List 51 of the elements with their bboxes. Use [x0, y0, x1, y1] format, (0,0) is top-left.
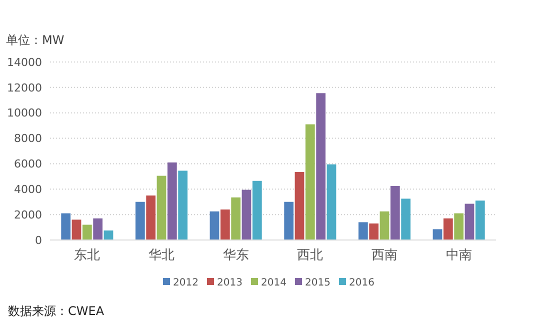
bar [156, 176, 166, 240]
bar [252, 180, 262, 240]
y-tick-label: 14000 [7, 56, 42, 69]
x-tick-label: 中南 [446, 248, 472, 263]
bar [93, 218, 103, 240]
bar [178, 170, 188, 240]
bar [231, 197, 241, 240]
bar [326, 164, 336, 240]
source-note: 数据来源：CWEA [8, 304, 105, 318]
bar [284, 202, 294, 240]
x-tick-label: 华北 [148, 248, 174, 263]
bar [316, 93, 326, 240]
bar [464, 204, 474, 240]
bar [72, 220, 82, 240]
bar [454, 213, 464, 240]
bar [380, 211, 390, 240]
bar [401, 198, 411, 240]
bar [146, 196, 156, 240]
bar [358, 222, 368, 240]
legend-label: 2013 [217, 278, 242, 288]
bar [294, 172, 304, 240]
bar [432, 229, 442, 240]
bar [135, 202, 145, 240]
y-tick-label: 8000 [14, 132, 42, 146]
y-axis-title: 单位：MW [6, 33, 64, 47]
y-tick-label: 0 [35, 234, 42, 247]
y-tick-label: 2000 [14, 208, 42, 222]
y-tick-label: 6000 [14, 158, 42, 171]
legend-label: 2016 [349, 278, 374, 288]
legend-label: 2014 [261, 278, 286, 288]
legend-label: 2012 [173, 278, 198, 288]
y-tick-label: 10000 [7, 106, 42, 120]
bar [475, 200, 485, 240]
y-tick-label: 12000 [7, 81, 42, 94]
bar [104, 230, 114, 240]
legend-label: 2015 [305, 278, 330, 288]
bar [242, 190, 252, 240]
bar [167, 162, 177, 240]
x-tick-label: 华东 [222, 248, 249, 263]
bar [61, 213, 71, 240]
bar [305, 124, 315, 240]
bar [210, 211, 220, 240]
x-tick-label: 东北 [74, 248, 100, 263]
x-tick-label: 西南 [372, 248, 398, 263]
bar [82, 224, 92, 240]
bar [390, 186, 400, 240]
bar [369, 223, 379, 240]
x-tick-label: 西北 [297, 248, 324, 263]
y-tick-label: 4000 [14, 182, 42, 196]
bar [443, 218, 453, 240]
bar [220, 209, 230, 240]
